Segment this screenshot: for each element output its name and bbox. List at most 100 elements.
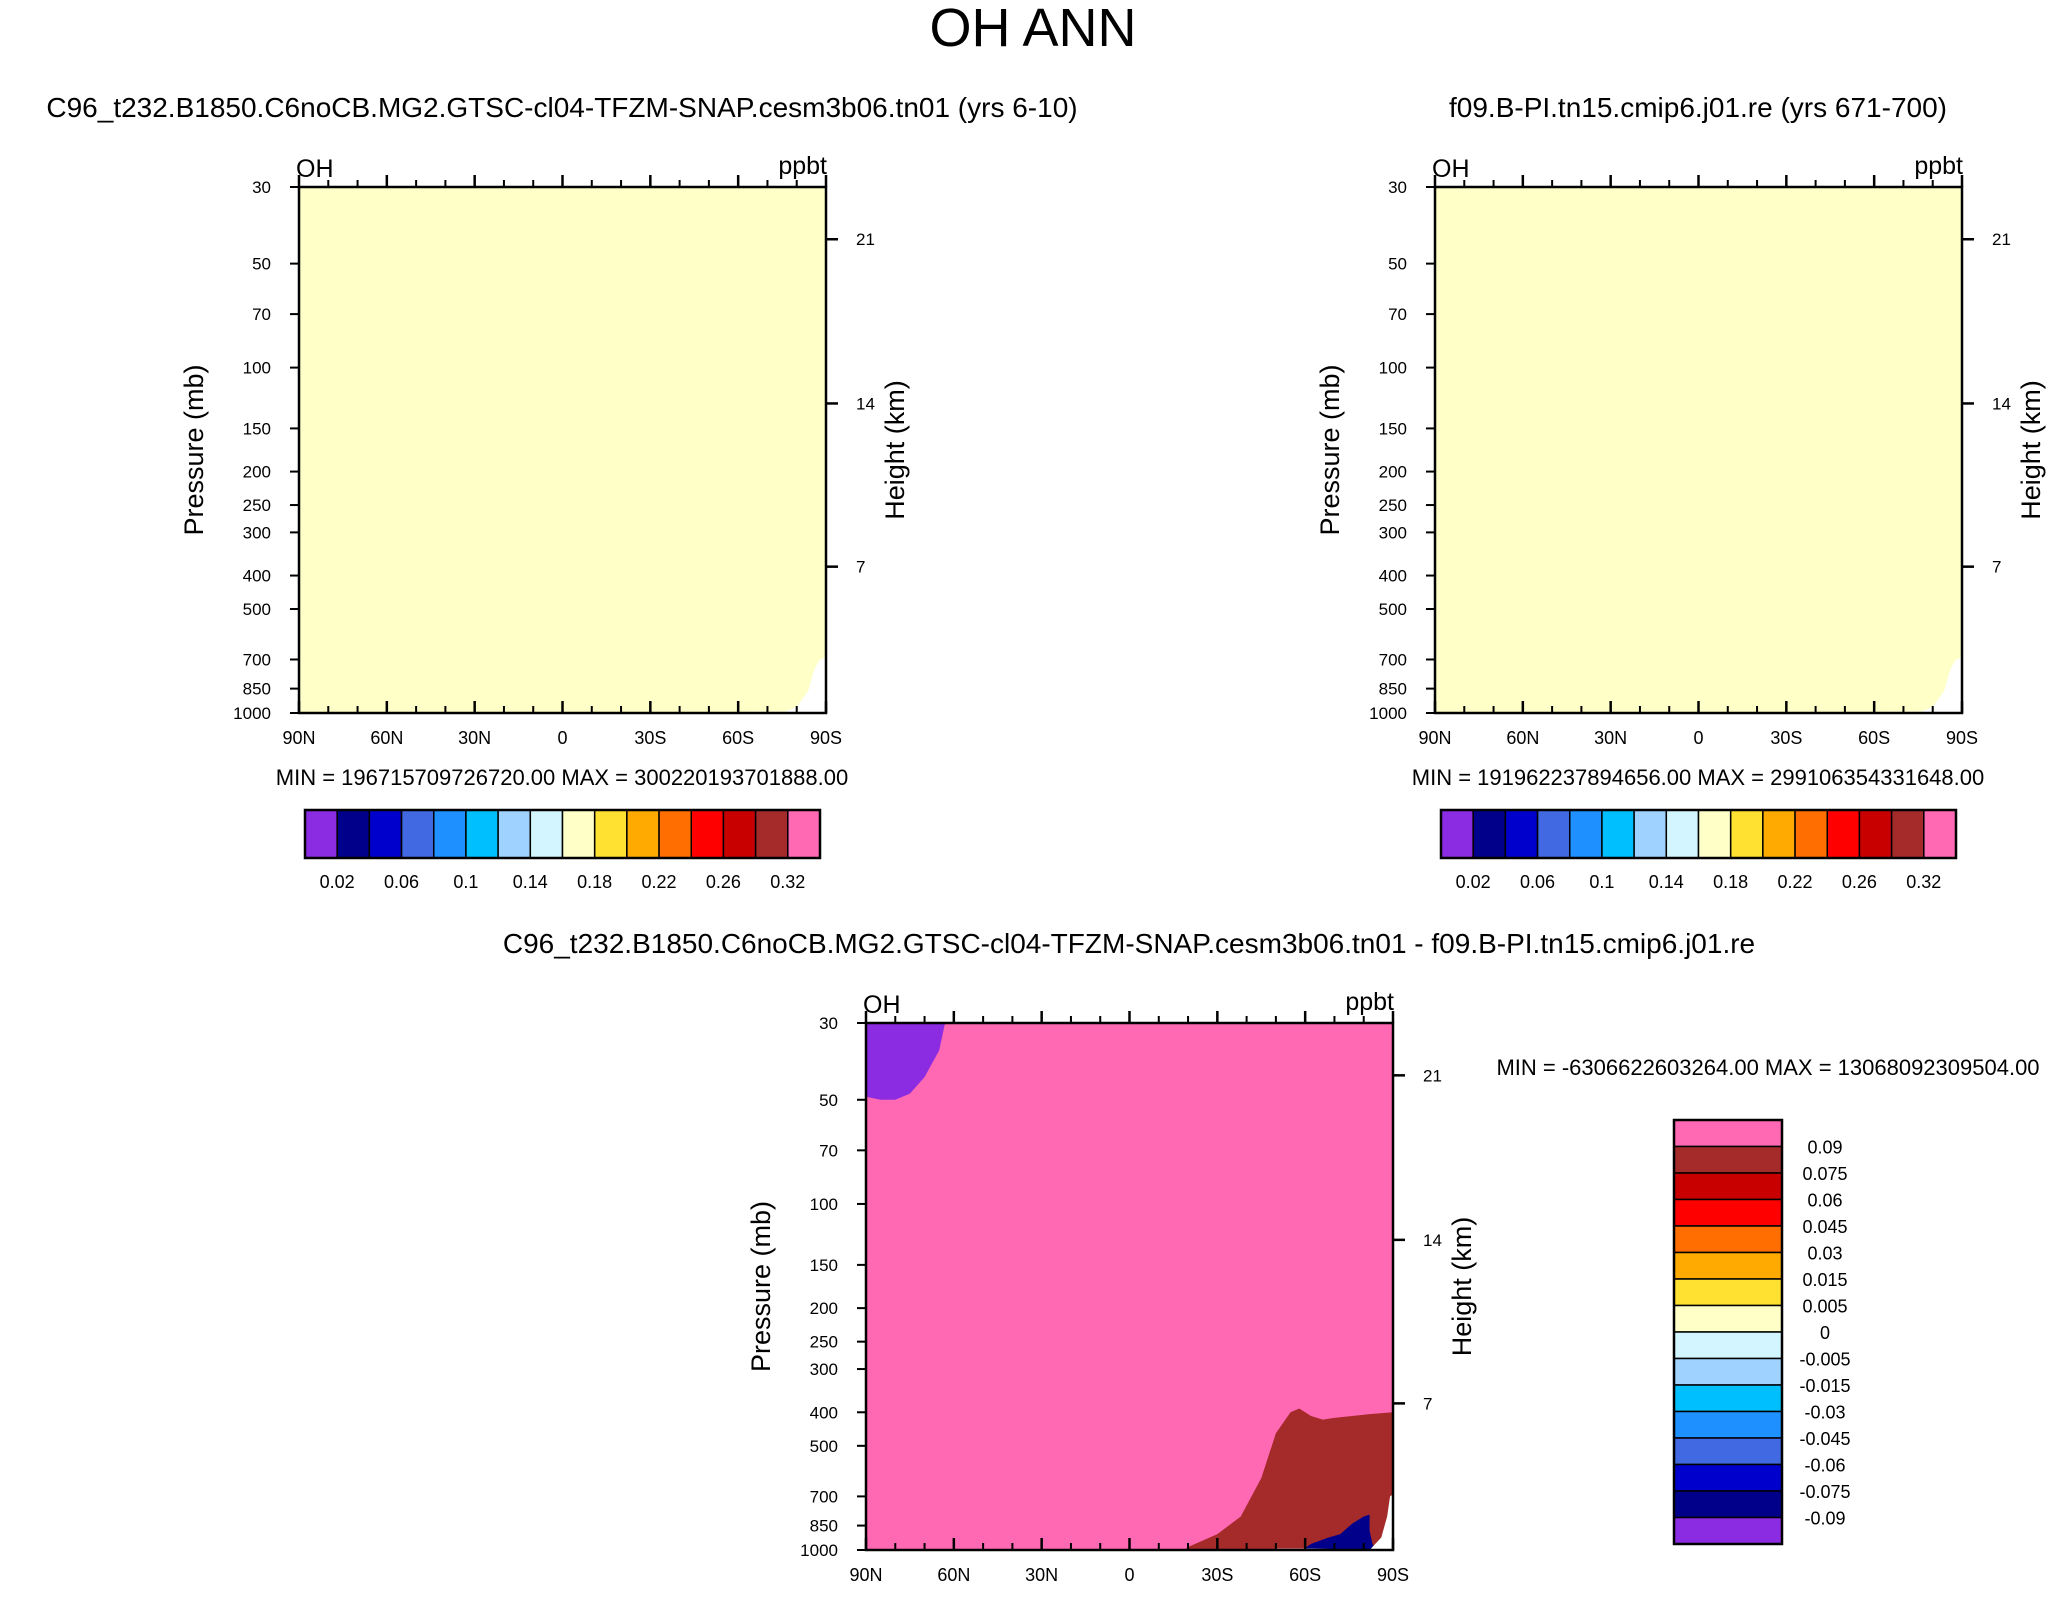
x-tick-label: 90S: [1946, 728, 1978, 748]
colorbar-label: -0.045: [1799, 1429, 1850, 1449]
colorbar-label: 0.03: [1807, 1244, 1842, 1264]
y-tick-label: 250: [1379, 496, 1407, 515]
min-max-stats: MIN = 196715709726720.00 MAX = 300220193…: [276, 765, 848, 790]
x-tick-label: 30N: [1594, 728, 1627, 748]
colorbar-box: [1762, 809, 1796, 859]
y-tick-label: 850: [243, 680, 271, 699]
y-tick-label: 30: [819, 1014, 838, 1033]
y-tick-label: 300: [810, 1360, 838, 1379]
figure-title: OH ANN: [929, 0, 1136, 58]
colorbar-box: [304, 809, 338, 859]
y-tick-label: 500: [810, 1437, 838, 1456]
colorbar: 0.02 0.06 0.1 0.14 0.18 0.22 0.26 0.32: [1439, 808, 1958, 892]
units-label: ppbt: [778, 152, 827, 180]
y-tick-label: 100: [810, 1195, 838, 1214]
y-tick-label: 700: [1379, 650, 1407, 669]
y-tick-label: 500: [243, 600, 271, 619]
y-tick-label: 700: [810, 1487, 838, 1506]
colorbar-box: [1440, 809, 1474, 859]
x-tick-label: 60S: [722, 728, 754, 748]
field-label: OH: [1432, 155, 1470, 183]
colorbar-box: [1536, 809, 1571, 859]
x-tick-label: 0: [557, 728, 567, 748]
colorbar-label: 0.015: [1802, 1270, 1847, 1290]
colorbar-label: 0.06: [384, 872, 419, 892]
colorbar-box: [1890, 809, 1925, 859]
y-tick-label: 50: [819, 1091, 838, 1110]
y-tick-label: 700: [243, 650, 271, 669]
y2-tick-label: 7: [856, 558, 865, 577]
min-max-stats: MIN = -6306622603264.00 MAX = 1306809230…: [1496, 1055, 2039, 1080]
colorbar-box: [1633, 809, 1668, 859]
colorbar: 0.09 0.075 0.06 0.045 0.03 0.015 0.005 0 -0.005 -…: [1672, 1118, 1851, 1546]
y-tick-label: 250: [810, 1333, 838, 1352]
colorbar-box: [561, 809, 596, 859]
surface-mask: [1885, 657, 1962, 713]
x-tick-label: 30S: [1770, 728, 1802, 748]
colorbar-frame: [1672, 1118, 1784, 1546]
colorbar-label: -0.06: [1804, 1456, 1845, 1476]
x-tick-label: 90S: [1377, 1565, 1409, 1585]
surface-mask: [1275, 1494, 1393, 1550]
colorbar-label: 0.09: [1807, 1138, 1842, 1158]
colorbar-box: [754, 809, 789, 859]
colorbar-label: 0.32: [1906, 872, 1941, 892]
colorbar-box: [1673, 1490, 1783, 1519]
colorbar-frame: [1439, 808, 1958, 860]
y-tick-label: 1000: [233, 704, 271, 723]
colorbar-label: 0.075: [1802, 1164, 1847, 1184]
y-tick-label: 200: [1379, 463, 1407, 482]
colorbar-label: 0.14: [513, 872, 548, 892]
y-tick-label: 70: [819, 1141, 838, 1160]
colorbar-label: 0.14: [1649, 872, 1684, 892]
y-tick-label: 400: [1379, 567, 1407, 586]
colorbar-box: [1601, 809, 1635, 859]
colorbar-label: 0.02: [320, 872, 355, 892]
colorbar-box: [1673, 1410, 1783, 1439]
colorbar-box: [787, 809, 821, 859]
colorbar-box: [1826, 809, 1861, 859]
y-tick-label: 250: [243, 496, 271, 515]
y-axis-title: Pressure (mb): [1315, 364, 1345, 535]
y-tick-label: 150: [810, 1256, 838, 1275]
colorbar: 0.02 0.06 0.1 0.14 0.18 0.22 0.26 0.32: [303, 808, 822, 892]
colorbar-box: [1697, 809, 1732, 859]
y-tick-label: 100: [243, 359, 271, 378]
panel-case: C96_t232.B1850.C6noCB.MG2.GTSC-cl04-TFZM…: [46, 92, 1077, 892]
colorbar-box: [1673, 1384, 1783, 1413]
colorbar-box: [690, 809, 725, 859]
colorbar-label: 0.32: [770, 872, 805, 892]
y-tick-label: 500: [1379, 600, 1407, 619]
colorbar-label: -0.075: [1799, 1482, 1850, 1502]
colorbar-box: [465, 809, 499, 859]
y2-axis-title: Height (km): [2016, 380, 2046, 520]
y-tick-label: 850: [810, 1517, 838, 1536]
y-tick-label: 30: [252, 178, 271, 197]
y-axis-title: Pressure (mb): [746, 1201, 776, 1372]
colorbar-label: 0.1: [453, 872, 478, 892]
y-tick-label: 1000: [1369, 704, 1407, 723]
x-tick-label: 30S: [634, 728, 666, 748]
colorbar-label: -0.09: [1804, 1509, 1845, 1529]
colorbar-box: [1858, 809, 1893, 859]
panel-title: C96_t232.B1850.C6noCB.MG2.GTSC-cl04-TFZM…: [503, 928, 1755, 959]
colorbar-box: [1673, 1278, 1783, 1307]
field-label: OH: [296, 155, 334, 183]
field-label: OH: [863, 991, 901, 1019]
x-tick-label: 90N: [282, 728, 315, 748]
panel-diff: C96_t232.B1850.C6noCB.MG2.GTSC-cl04-TFZM…: [503, 928, 2040, 1585]
y-tick-label: 50: [252, 255, 271, 274]
colorbar-box: [1504, 809, 1539, 859]
y2-tick-label: 14: [1992, 394, 2011, 413]
colorbar-box: [497, 809, 532, 859]
field-fill: [299, 187, 826, 713]
colorbar-label: 0.02: [1456, 872, 1491, 892]
min-max-stats: MIN = 191962237894656.00 MAX = 299106354…: [1412, 765, 1984, 790]
colorbar-label: 0.06: [1807, 1191, 1842, 1211]
x-tick-label: 0: [1693, 728, 1703, 748]
x-tick-label: 60S: [1858, 728, 1890, 748]
x-tick-label: 0: [1124, 1565, 1134, 1585]
x-tick-label: 60N: [937, 1565, 970, 1585]
colorbar-label: 0.18: [1713, 872, 1748, 892]
y-tick-label: 400: [810, 1403, 838, 1422]
